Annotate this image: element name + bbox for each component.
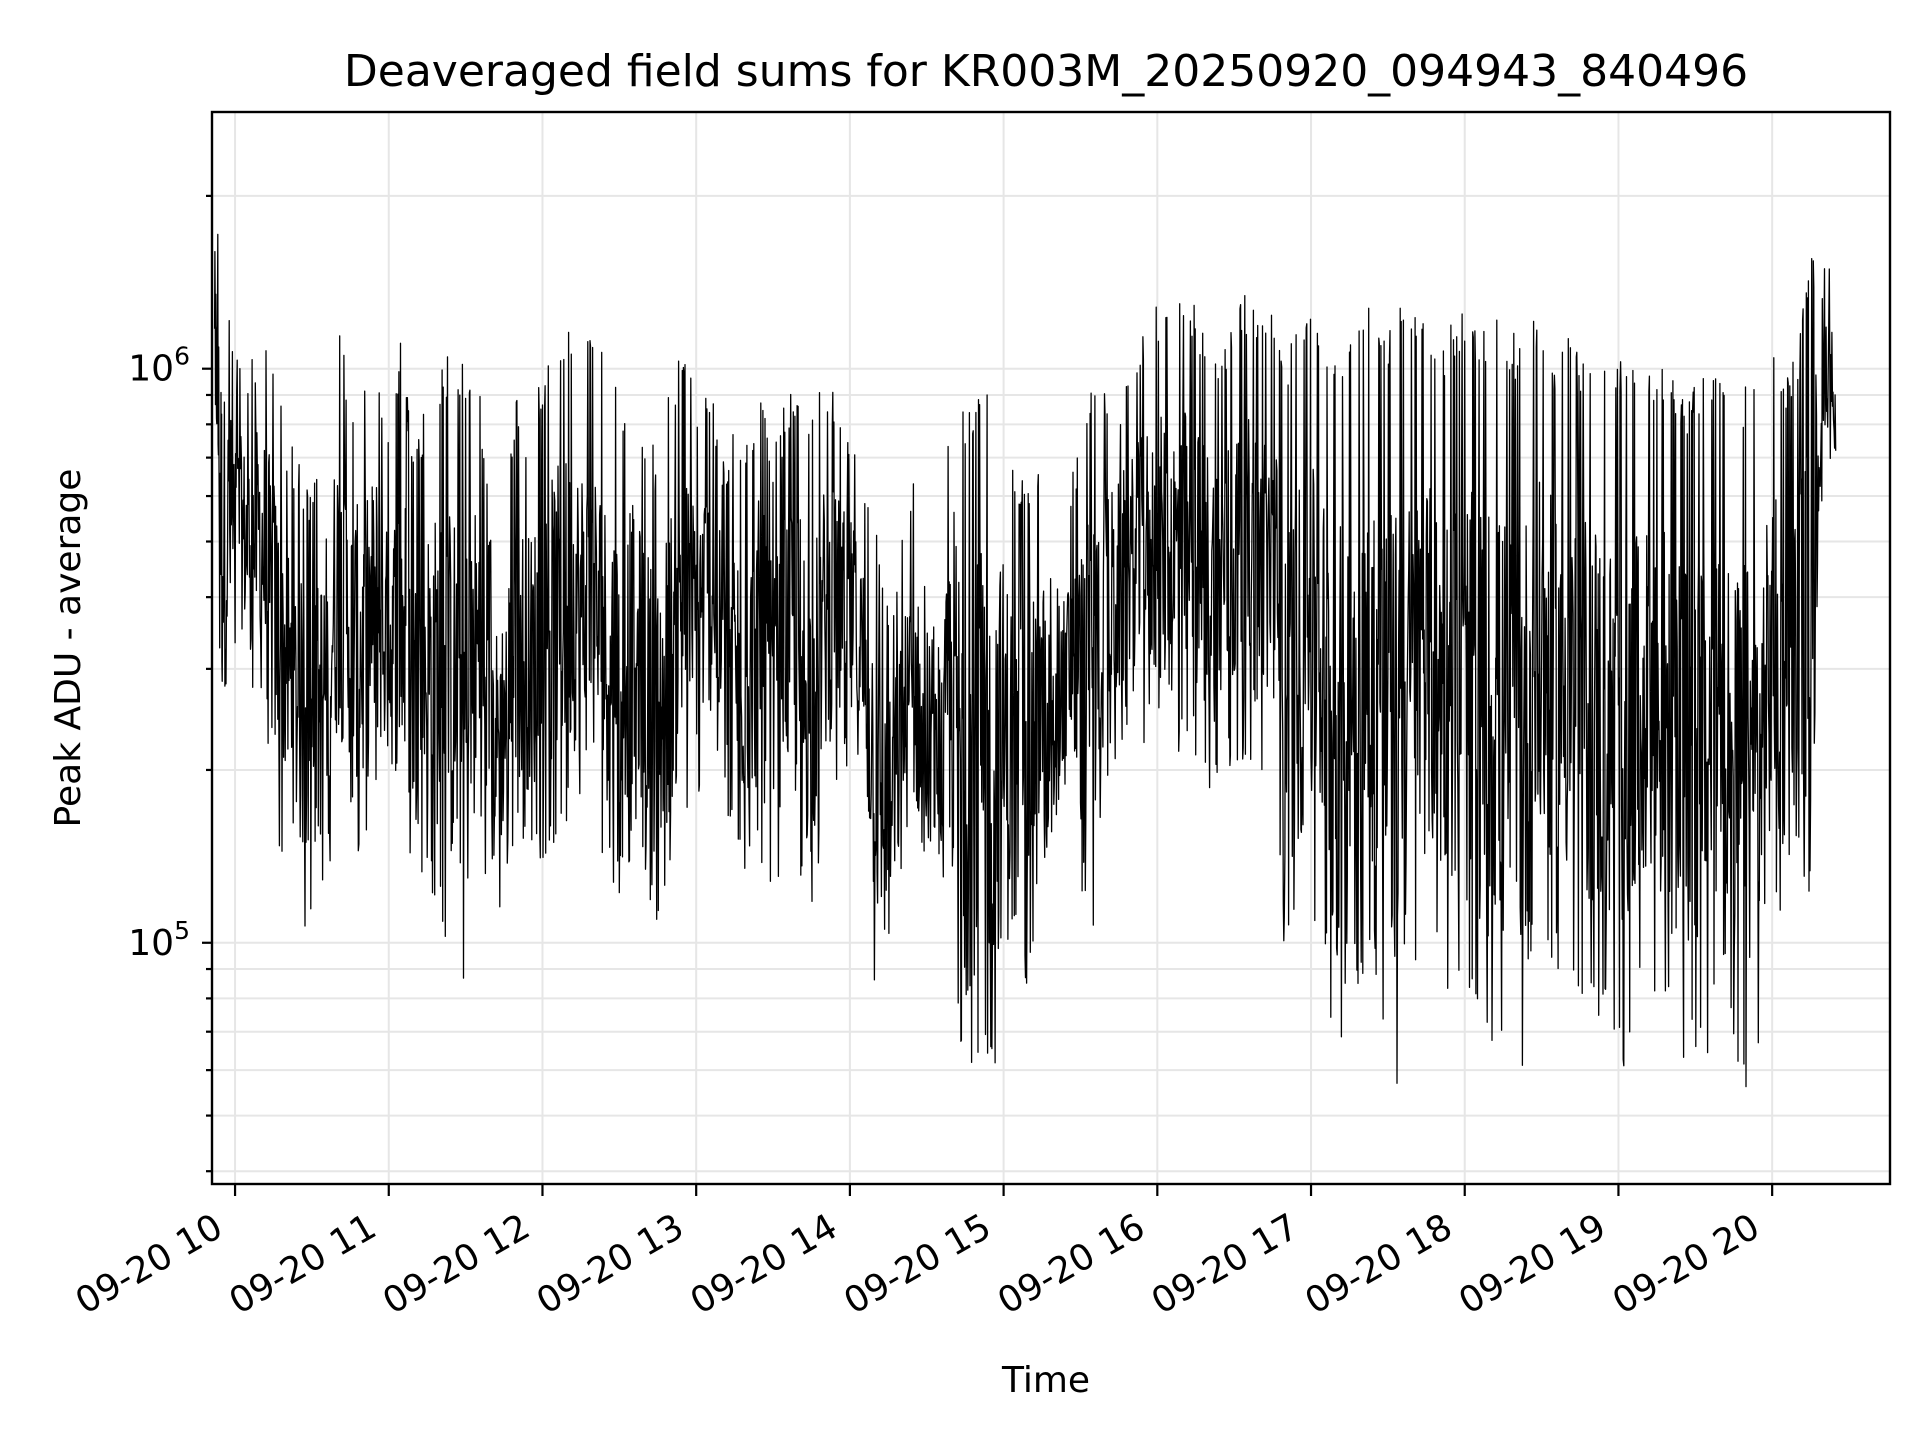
y-tick-label-base: 10 xyxy=(128,923,174,964)
plot-frame xyxy=(210,110,1892,1186)
x-tick-label: 09-20 15 xyxy=(837,1206,998,1322)
x-tick-label: 09-20 20 xyxy=(1606,1206,1767,1322)
y-tick-label: 106 xyxy=(128,342,190,390)
x-tick-label: 09-20 17 xyxy=(1145,1206,1306,1322)
x-tick-label: 09-20 11 xyxy=(223,1206,384,1322)
series-line xyxy=(213,233,1837,1088)
x-tick-label: 09-20 16 xyxy=(991,1206,1152,1322)
y-tick-label-exponent: 5 xyxy=(174,916,190,945)
chart-title: Deaveraged field sums for KR003M_2025092… xyxy=(344,46,1748,97)
x-tick-label: 09-20 18 xyxy=(1299,1206,1460,1322)
y-axis-label: Peak ADU - average xyxy=(48,469,89,828)
x-axis-label: Time xyxy=(1001,1360,1090,1401)
y-tick-label: 105 xyxy=(128,916,190,964)
x-tick-label: 09-20 14 xyxy=(684,1206,845,1322)
x-tick-label: 09-20 13 xyxy=(530,1206,691,1322)
x-tick-label: 09-20 10 xyxy=(69,1206,230,1322)
x-tick-label: 09-20 12 xyxy=(376,1206,537,1322)
y-tick-label-exponent: 6 xyxy=(174,342,190,371)
y-tick-label-base: 10 xyxy=(128,349,174,390)
x-tick-label: 09-20 19 xyxy=(1452,1206,1613,1322)
